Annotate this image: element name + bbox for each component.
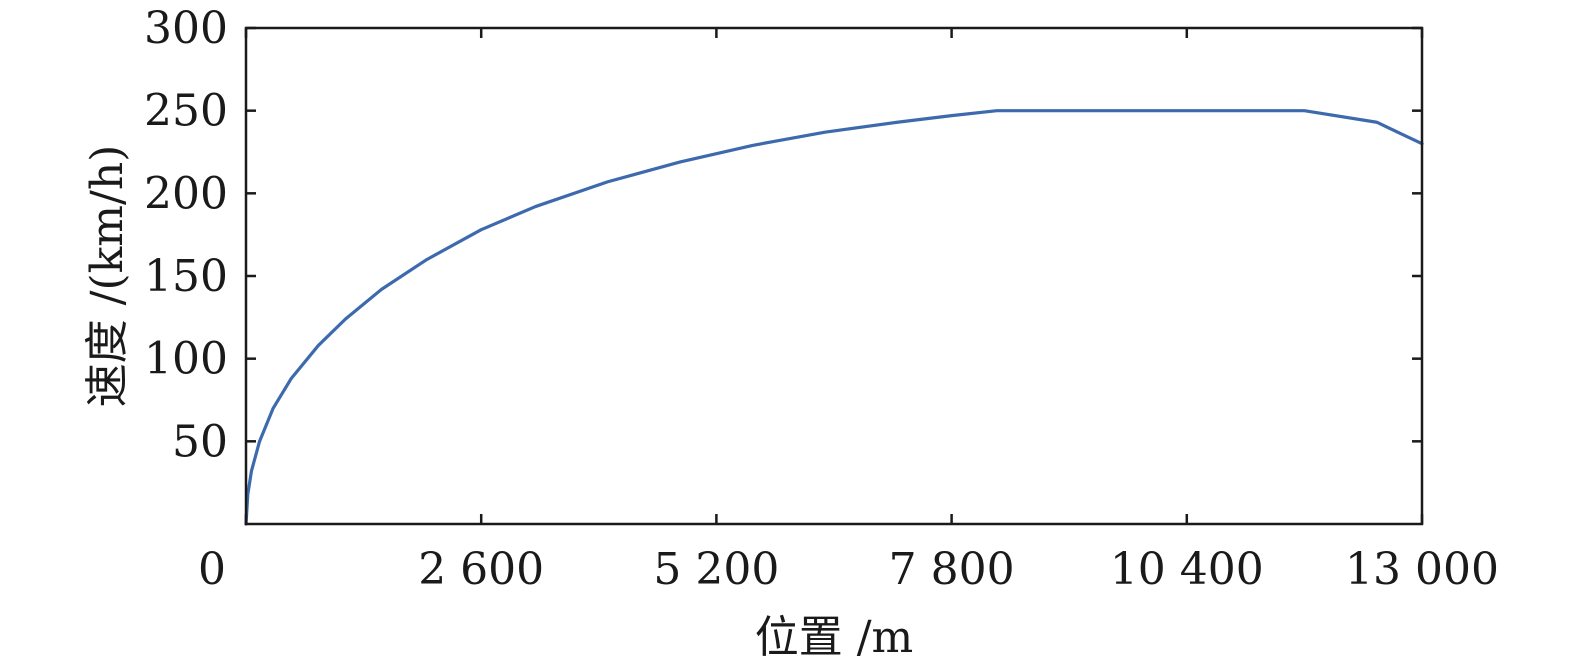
y-tick-labels: 50 100 150 200 250 300 [144, 3, 228, 467]
y-tick-label-4: 250 [144, 86, 228, 137]
plot-area [244, 109, 1424, 526]
x-axis-label: 位置 /m [755, 612, 914, 663]
plot-frame [244, 26, 1424, 526]
x-tick-label-3: 7 800 [889, 544, 1015, 595]
y-tick-label-2: 150 [144, 251, 228, 302]
axis-ticks [244, 26, 1424, 524]
y-tick-label-0: 50 [172, 416, 228, 467]
x-tick-label-4: 10 400 [1110, 544, 1264, 595]
x-tick-label-5: 13 000 [1345, 544, 1499, 595]
y-axis-label: 速度 /(km/h) [82, 145, 133, 408]
x-tick-label-0: 0 [198, 544, 226, 595]
series-line-0 [244, 109, 1424, 526]
y-tick-label-5: 300 [144, 3, 228, 54]
x-tick-label-1: 2 600 [418, 544, 544, 595]
x-tick-label-2: 5 200 [653, 544, 779, 595]
x-tick-labels: 0 2 600 5 200 7 800 10 400 13 000 [198, 544, 1499, 595]
y-tick-label-3: 200 [144, 168, 228, 219]
y-tick-label-1: 100 [144, 334, 228, 385]
